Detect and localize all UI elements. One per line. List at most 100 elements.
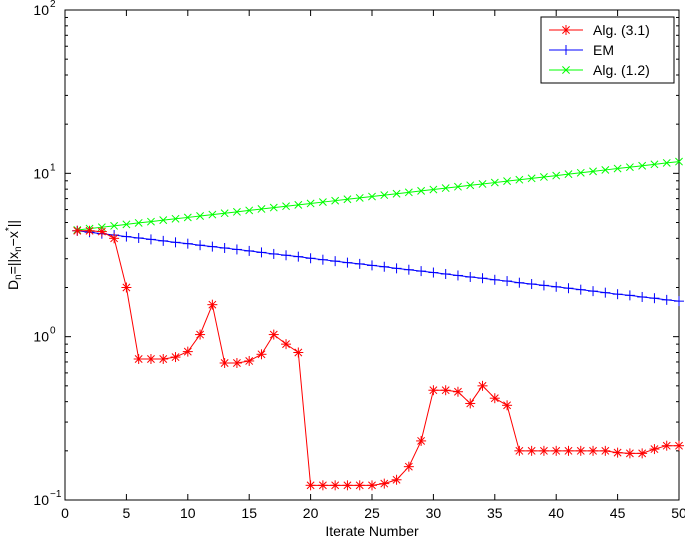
data-point (355, 193, 364, 202)
data-point (391, 263, 402, 274)
data-point (195, 329, 206, 340)
data-point (649, 444, 660, 455)
data-point-stroke (343, 481, 352, 490)
legend-marker-stroke (562, 26, 570, 34)
x-tick-label: 0 (61, 505, 69, 521)
data-point (403, 264, 414, 275)
y-axis-label-part: =||x (5, 252, 21, 274)
data-point (600, 445, 611, 456)
data-point-stroke (257, 350, 266, 359)
data-point-stroke (429, 185, 438, 194)
y-axis-label-part: n (13, 246, 24, 252)
data-point (367, 260, 377, 271)
data-point (354, 480, 365, 491)
data-point-stroke (466, 399, 475, 408)
data-point-stroke (503, 177, 512, 186)
y-tick-exponent: 0 (50, 326, 56, 337)
data-point (613, 164, 622, 173)
data-point (379, 478, 390, 489)
data-point (220, 209, 229, 218)
data-point-stroke (294, 348, 303, 357)
data-point-stroke (613, 448, 622, 457)
data-point (440, 268, 451, 279)
data-point (600, 287, 611, 298)
data-point (661, 440, 672, 451)
data-point (145, 234, 156, 245)
data-point-stroke (601, 165, 610, 174)
data-point (650, 160, 659, 169)
data-point (342, 257, 353, 268)
data-point (454, 182, 462, 191)
data-point (674, 296, 684, 307)
data-point (538, 445, 549, 456)
data-point-stroke (134, 355, 143, 363)
data-point-stroke (122, 220, 131, 229)
data-point (477, 273, 488, 284)
y-axis-label-part: D (5, 280, 21, 290)
data-point (428, 267, 439, 278)
data-point-stroke (478, 179, 487, 188)
data-point (342, 480, 353, 491)
data-point-stroke (318, 481, 327, 490)
x-axis-label: Iterate Number (325, 523, 419, 539)
data-point-stroke (454, 387, 462, 396)
data-point (392, 189, 401, 198)
data-point-stroke (490, 178, 499, 187)
data-point-stroke (171, 214, 180, 223)
data-point (429, 185, 438, 194)
y-axis-label-part: n (13, 274, 24, 280)
data-point (317, 480, 328, 491)
data-point (625, 163, 634, 172)
data-point-stroke (638, 161, 647, 170)
data-point (661, 294, 672, 305)
data-point-stroke (539, 173, 548, 181)
data-point (269, 203, 278, 212)
legend-item: EM (549, 42, 614, 58)
data-point (306, 199, 315, 208)
data-point (416, 266, 427, 277)
data-point (331, 196, 340, 205)
data-point-stroke (368, 481, 376, 490)
data-point (465, 271, 476, 282)
data-point (489, 393, 500, 404)
y-tick-label: 10 (33, 329, 49, 345)
y-axis-label: Dn=||xn−x*|| (4, 220, 24, 290)
data-point-stroke (515, 446, 524, 455)
data-point-stroke (245, 357, 254, 365)
data-point-stroke (675, 441, 683, 450)
data-point-stroke (159, 216, 168, 225)
data-point (293, 251, 304, 262)
data-point-stroke (589, 167, 597, 176)
data-point (380, 191, 389, 200)
x-tick-label: 50 (671, 505, 685, 521)
data-point-stroke (331, 481, 340, 490)
y-tick-label: 10 (33, 165, 49, 181)
data-point (624, 448, 635, 459)
plot-area (64, 9, 680, 501)
x-tick-label: 20 (303, 505, 319, 521)
data-point (257, 205, 266, 213)
legend-label: EM (593, 42, 614, 58)
data-point-stroke (392, 189, 401, 198)
data-point (293, 347, 304, 358)
data-point (466, 181, 475, 190)
series-x (73, 157, 683, 234)
data-point-stroke (355, 193, 364, 202)
data-point (109, 233, 120, 244)
data-point-stroke (220, 359, 229, 367)
data-point (428, 385, 439, 396)
data-point-stroke (429, 386, 438, 395)
data-point (576, 168, 585, 177)
data-point (526, 279, 537, 290)
data-point (649, 293, 660, 304)
y-tick-exponent: 2 (50, 0, 56, 10)
data-point (171, 214, 180, 223)
data-point-stroke (232, 207, 241, 216)
data-point-stroke (564, 446, 573, 455)
data-point-stroke (441, 386, 450, 395)
data-point (305, 480, 316, 491)
data-point-stroke (490, 394, 499, 403)
x-tick-label: 5 (123, 505, 131, 521)
data-point (121, 282, 132, 293)
data-point (391, 474, 402, 485)
